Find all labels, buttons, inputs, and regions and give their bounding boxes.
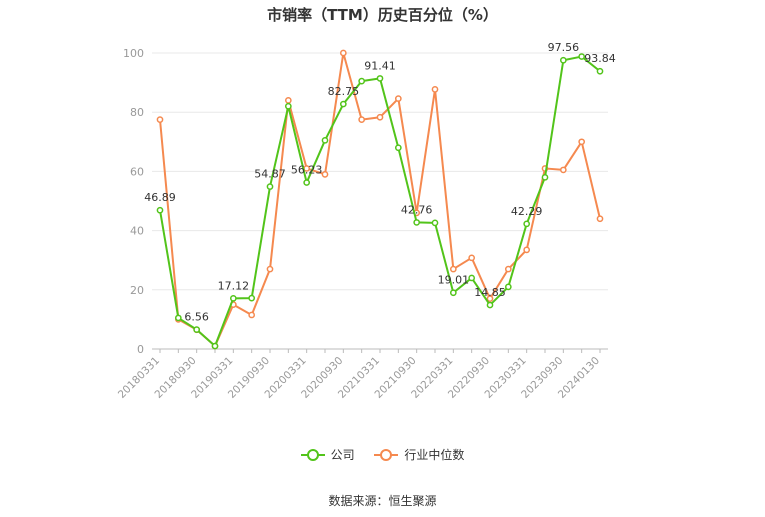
point-industry [376, 113, 384, 121]
point-industry [486, 295, 494, 303]
data-label: 42.76 [401, 203, 433, 216]
data-label: 46.89 [144, 191, 176, 204]
y-tick-label: 60 [130, 165, 144, 178]
point-company [339, 100, 347, 108]
data-label: 54.87 [254, 168, 286, 181]
point-industry [394, 95, 402, 102]
point-company [578, 53, 586, 60]
point-company [174, 314, 182, 322]
point-company [358, 77, 366, 85]
series-line-company [159, 55, 601, 348]
point-company [486, 301, 494, 309]
point-company [504, 283, 512, 291]
data-label: 97.56 [548, 41, 580, 54]
data-label: 56.23 [291, 164, 323, 177]
data-label: 17.12 [218, 279, 250, 292]
point-industry [284, 97, 292, 104]
point-company [193, 326, 201, 333]
legend-label-company: 公司 [330, 448, 355, 462]
y-tick-label: 40 [130, 225, 144, 238]
grid-lines [152, 52, 608, 291]
data-label: 93.84 [584, 52, 616, 65]
point-company [229, 294, 237, 302]
point-company [413, 219, 421, 226]
data-label: 14.85 [474, 286, 506, 299]
data-label: 42.29 [511, 205, 543, 218]
point-company [376, 75, 384, 82]
chart-title: 市销率（TTM）历史百分位（%） [267, 6, 498, 24]
point-industry [504, 265, 512, 273]
point-company [559, 56, 567, 64]
data-label: 91.41 [364, 59, 396, 72]
legend-label-industry: 行业中位数 [404, 448, 465, 462]
point-company [523, 220, 531, 228]
point-industry [156, 116, 164, 123]
legend-swatch-company [300, 448, 325, 461]
y-axis-ticks: 0 20 40 60 80 100 [123, 47, 144, 356]
point-industry [248, 311, 256, 319]
legend-item-industry[interactable]: 行业中位数 [374, 446, 464, 463]
point-company [468, 274, 476, 282]
point-industry [523, 246, 531, 254]
point-company [303, 179, 311, 186]
data-label: 6.56 [184, 311, 209, 324]
point-company [284, 102, 292, 110]
point-company [321, 136, 329, 144]
point-company [449, 289, 457, 297]
point-company [156, 206, 164, 214]
data-source: 数据来源：恒生聚源 [328, 494, 437, 508]
data-labels: 46.89 6.56 17.12 54.87 56.23 82.75 91.41 42.76 1… [144, 41, 616, 323]
y-tick-label: 100 [123, 47, 144, 60]
point-company [394, 144, 402, 152]
data-label: 19.01 [438, 274, 470, 287]
legend: 公司 行业中位数 [0, 446, 765, 464]
point-industry [321, 171, 329, 178]
point-industry [339, 49, 347, 57]
point-industry [266, 265, 274, 273]
point-industry [449, 265, 457, 273]
point-company [266, 183, 274, 190]
point-company [431, 219, 439, 227]
legend-swatch-industry [374, 448, 399, 461]
point-industry [578, 138, 586, 146]
x-axis: 2018033120180930201903312019093020200331… [116, 348, 608, 401]
point-company [248, 294, 256, 302]
point-industry [468, 254, 476, 262]
y-tick-label: 80 [130, 106, 144, 119]
series-layer [156, 49, 604, 350]
point-company [596, 67, 604, 75]
y-tick-label: 20 [130, 284, 144, 297]
point-industry [559, 166, 567, 174]
data-label: 82.75 [328, 85, 360, 98]
point-company [541, 173, 549, 181]
point-company [211, 342, 219, 350]
point-industry [596, 215, 604, 223]
point-industry [358, 116, 366, 123]
y-tick-label: 0 [137, 343, 144, 356]
point-industry [431, 86, 439, 93]
series-line-industry [159, 52, 601, 348]
legend-item-company[interactable]: 公司 [300, 446, 355, 463]
